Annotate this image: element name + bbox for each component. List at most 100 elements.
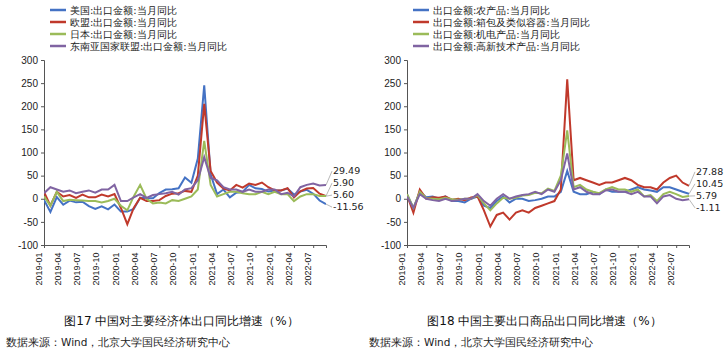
x-tick-mark (159, 245, 160, 248)
x-tick-mark (503, 245, 504, 248)
y-tick: 300 (21, 55, 44, 66)
x-tick: 2022-04 (647, 245, 658, 286)
x-tick: 2022-07 (666, 245, 677, 286)
y-tick-mark (404, 245, 407, 246)
x-tick-mark (657, 245, 658, 248)
x-tick: 2022-04 (284, 245, 295, 286)
chart-panel: -100-500501001502002503002019-012019-042… (369, 5, 723, 349)
x-tick: 2020-10 (168, 245, 179, 286)
x-tick-label: 2019-04 (416, 253, 426, 286)
x-tick-label: 2020-07 (149, 253, 159, 286)
y-tick-label: -100 (381, 240, 401, 251)
y-tick-mark (41, 106, 44, 107)
legend-key (413, 33, 429, 36)
y-tick-label: 50 (27, 170, 39, 181)
y-tick-mark (404, 199, 407, 200)
x-tick: 2021-01 (551, 245, 562, 286)
x-tick-mark (140, 245, 141, 248)
x-tick: 2022-07 (303, 245, 314, 286)
y-tick: -100 (18, 240, 44, 251)
y-tick-mark (41, 153, 44, 154)
y-tick: 0 (32, 193, 44, 204)
y-tick-label: 0 (395, 193, 401, 204)
annotation: 5.60 (333, 189, 354, 200)
x-tick-mark (198, 245, 199, 248)
y-tick: -50 (24, 217, 44, 228)
y-tick: 100 (384, 147, 407, 158)
x-tick: 2021-04 (570, 245, 581, 286)
x-tick-label: 2020-07 (512, 253, 522, 286)
x-tick-mark (465, 245, 466, 248)
x-tick-label: 2022-07 (666, 253, 676, 286)
y-tick: 250 (384, 78, 407, 89)
legend: 美国:出口金额:当月同比欧盟:出口金额:当月同比日本:出口金额:当月同比东南亚国… (50, 5, 227, 52)
y-tick: 150 (384, 124, 407, 135)
annotation: 10.45 (696, 178, 723, 189)
x-tick-label: 2020-01 (474, 253, 484, 286)
y-tick: 150 (21, 124, 44, 135)
y-tick: 200 (384, 101, 407, 112)
legend-key (50, 21, 66, 24)
x-tick: 2019-07 (72, 245, 83, 286)
x-tick: 2019-04 (416, 245, 427, 286)
x-tick-label: 2019-07 (435, 253, 445, 286)
x-tick-mark (638, 245, 639, 248)
x-tick-label: 2019-01 (397, 253, 407, 286)
series-line (44, 157, 326, 201)
legend-key (50, 9, 66, 12)
annotation-leader (326, 183, 332, 196)
x-tick-label: 2021-01 (188, 253, 198, 286)
plot-area (44, 85, 326, 224)
x-tick: 2020-07 (512, 245, 523, 286)
plot-area (407, 79, 689, 226)
x-tick-mark (102, 245, 103, 248)
series-line (44, 104, 326, 224)
series-line (44, 141, 326, 210)
x-tick: 2020-01 (474, 245, 485, 286)
x-tick-mark (121, 245, 122, 248)
x-tick-mark (294, 245, 295, 248)
legend-entry: 出口金额:机电产品:当月同比 (413, 29, 560, 40)
legend-label: 出口金额:高新技术产品:当月同比 (433, 41, 580, 52)
x-tick: 2019-10 (91, 245, 102, 286)
annotation-leader (326, 204, 332, 207)
legend-label: 出口金额:箱包及类似容器:当月同比 (433, 17, 590, 28)
x-tick-label: 2021-10 (608, 253, 618, 286)
x-tick-mark (313, 245, 314, 248)
y-tick: 200 (21, 101, 44, 112)
annotation-leader (326, 195, 332, 196)
annotation: 27.88 (696, 166, 723, 177)
x-tick-label: 2019-10 (454, 253, 464, 286)
x-tick: 2021-07 (226, 245, 237, 286)
x-tick-label: 2022-01 (628, 253, 638, 286)
legend-entry: 东南亚国家联盟:出口金额:当月同比 (50, 41, 227, 52)
y-tick-label: 300 (21, 55, 38, 66)
y-tick-label: 300 (384, 55, 401, 66)
annotations: 27.8810.455.79-1.11 (689, 166, 723, 213)
x-tick-mark (407, 245, 408, 248)
y-tick-mark (41, 83, 44, 84)
x-tick-mark (445, 245, 446, 248)
x-tick: 2022-01 (628, 245, 639, 286)
x-tick-label: 2019-01 (34, 253, 44, 286)
x-tick-mark (82, 245, 83, 248)
x-tick-label: 2021-10 (245, 253, 255, 286)
annotation-leader (689, 172, 695, 186)
x-tick: 2021-10 (245, 245, 256, 286)
y-tick-label: -50 (387, 217, 402, 228)
x-tick: 2021-01 (188, 245, 199, 286)
x-tick-mark (217, 245, 218, 248)
figure-caption: 图18 中国主要出口商品出口同比增速（%） (427, 314, 662, 328)
x-tick: 2021-04 (207, 245, 218, 286)
annotations: 29.495.905.60-11.56 (326, 165, 364, 212)
y-tick-mark (404, 129, 407, 130)
annotation-leader (326, 171, 332, 185)
y-tick: 300 (384, 55, 407, 66)
x-tick-label: 2021-07 (589, 253, 599, 286)
x-tick-label: 2022-04 (647, 253, 657, 286)
y-tick-mark (404, 83, 407, 84)
x-tick-mark (599, 245, 600, 248)
annotation: 5.90 (333, 177, 354, 188)
x-tick: 2019-07 (435, 245, 446, 286)
x-tick: 2020-04 (130, 245, 141, 286)
